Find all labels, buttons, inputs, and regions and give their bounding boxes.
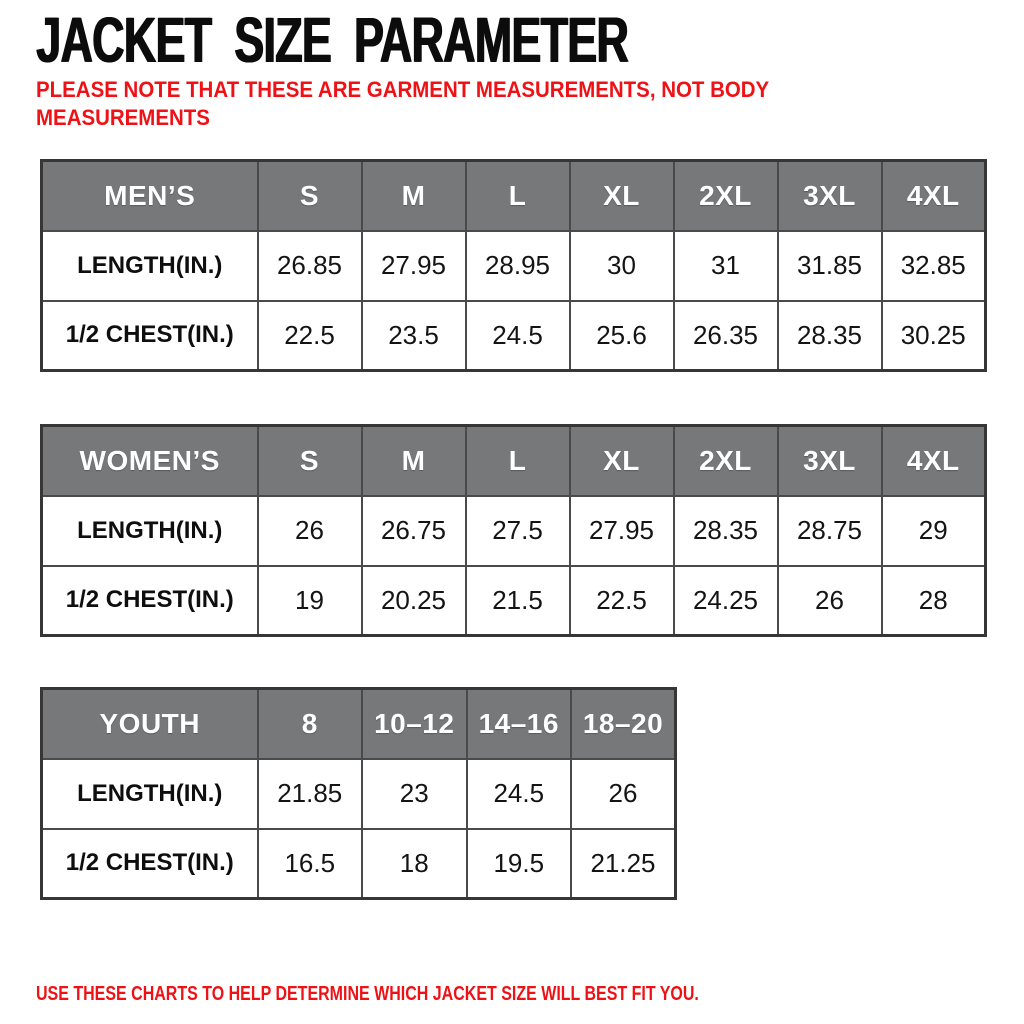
youth-col-8: 8 — [256, 687, 363, 760]
size-value-cell: 21.25 — [570, 827, 677, 900]
womens-col-3xl: 3XL — [776, 424, 883, 497]
youth-size-table: YOUTH 8 10–12 14–16 18–20 LENGTH(IN.) 21… — [40, 687, 677, 900]
womens-chest-row: 1/2 CHEST(IN.) 19 20.25 21.5 22.5 24.25 … — [40, 564, 987, 637]
womens-col-s: S — [256, 424, 363, 497]
size-value-cell: 25.6 — [568, 299, 675, 372]
youth-header-row: YOUTH 8 10–12 14–16 18–20 — [40, 687, 677, 760]
mens-chest-row: 1/2 CHEST(IN.) 22.5 23.5 24.5 25.6 26.35… — [40, 299, 987, 372]
size-value-cell: 28.35 — [776, 299, 883, 372]
mens-col-4xl: 4XL — [880, 159, 987, 232]
size-value-cell: 24.5 — [464, 299, 571, 372]
youth-col-14-16: 14–16 — [465, 687, 572, 760]
size-value-cell: 22.5 — [256, 299, 363, 372]
size-value-cell: 27.95 — [568, 494, 675, 567]
mens-col-l: L — [464, 159, 571, 232]
garment-measurement-note: PLEASE NOTE THAT THESE ARE GARMENT MEASU… — [36, 76, 769, 132]
size-value-cell: 21.5 — [464, 564, 571, 637]
mens-col-3xl: 3XL — [776, 159, 883, 232]
womens-col-m: M — [360, 424, 467, 497]
womens-col-4xl: 4XL — [880, 424, 987, 497]
size-value-cell: 26.85 — [256, 229, 363, 302]
youth-table-title: YOUTH — [40, 687, 259, 760]
size-value-cell: 26.35 — [672, 299, 779, 372]
size-value-cell: 24.5 — [465, 757, 572, 830]
youth-col-18-20: 18–20 — [570, 687, 677, 760]
size-value-cell: 19.5 — [465, 827, 572, 900]
youth-length-row: LENGTH(IN.) 21.85 23 24.5 26 — [40, 757, 677, 830]
size-value-cell: 26 — [776, 564, 883, 637]
fit-advice-note: USE THESE CHARTS TO HELP DETERMINE WHICH… — [36, 983, 699, 1005]
size-value-cell: 20.25 — [360, 564, 467, 637]
womens-col-2xl: 2XL — [672, 424, 779, 497]
size-value-cell: 30 — [568, 229, 675, 302]
mens-header-row: MEN’S S M L XL 2XL 3XL 4XL — [40, 159, 987, 232]
size-value-cell: 22.5 — [568, 564, 675, 637]
size-value-cell: 18 — [361, 827, 468, 900]
size-value-cell: 30.25 — [880, 299, 987, 372]
size-value-cell: 23.5 — [360, 299, 467, 372]
mens-col-m: M — [360, 159, 467, 232]
mens-col-s: S — [256, 159, 363, 232]
row-label-half-chest: 1/2 CHEST(IN.) — [40, 299, 259, 372]
note-line-2: MEASUREMENTS — [36, 105, 210, 130]
size-value-cell: 27.5 — [464, 494, 571, 567]
womens-length-row: LENGTH(IN.) 26 26.75 27.5 27.95 28.35 28… — [40, 494, 987, 567]
row-label-length: LENGTH(IN.) — [40, 757, 259, 830]
size-value-cell: 28.75 — [776, 494, 883, 567]
size-value-cell: 27.95 — [360, 229, 467, 302]
womens-table-title: WOMEN’S — [40, 424, 259, 497]
size-value-cell: 28.35 — [672, 494, 779, 567]
size-value-cell: 29 — [880, 494, 987, 567]
womens-col-xl: XL — [568, 424, 675, 497]
youth-chest-row: 1/2 CHEST(IN.) 16.5 18 19.5 21.25 — [40, 827, 677, 900]
womens-header-row: WOMEN’S S M L XL 2XL 3XL 4XL — [40, 424, 987, 497]
size-value-cell: 23 — [361, 757, 468, 830]
womens-size-table: WOMEN’S S M L XL 2XL 3XL 4XL LENGTH(IN.)… — [40, 424, 987, 637]
mens-col-xl: XL — [568, 159, 675, 232]
size-value-cell: 31.85 — [776, 229, 883, 302]
youth-col-10-12: 10–12 — [361, 687, 468, 760]
row-label-length: LENGTH(IN.) — [40, 494, 259, 567]
note-line-1: PLEASE NOTE THAT THESE ARE GARMENT MEASU… — [36, 77, 770, 102]
womens-col-l: L — [464, 424, 571, 497]
size-value-cell: 26 — [256, 494, 363, 567]
size-value-cell: 28.95 — [464, 229, 571, 302]
mens-table-title: MEN’S — [40, 159, 259, 232]
size-value-cell: 21.85 — [256, 757, 363, 830]
row-label-half-chest: 1/2 CHEST(IN.) — [40, 564, 259, 637]
page-title: JACKET SIZE PARAMETER — [36, 4, 629, 76]
size-value-cell: 26.75 — [360, 494, 467, 567]
row-label-length: LENGTH(IN.) — [40, 229, 259, 302]
size-value-cell: 24.25 — [672, 564, 779, 637]
row-label-half-chest: 1/2 CHEST(IN.) — [40, 827, 259, 900]
size-value-cell: 16.5 — [256, 827, 363, 900]
size-value-cell: 26 — [570, 757, 677, 830]
mens-col-2xl: 2XL — [672, 159, 779, 232]
size-value-cell: 32.85 — [880, 229, 987, 302]
mens-size-table: MEN’S S M L XL 2XL 3XL 4XL LENGTH(IN.) 2… — [40, 159, 987, 372]
size-value-cell: 31 — [672, 229, 779, 302]
size-value-cell: 19 — [256, 564, 363, 637]
mens-length-row: LENGTH(IN.) 26.85 27.95 28.95 30 31 31.8… — [40, 229, 987, 302]
size-value-cell: 28 — [880, 564, 987, 637]
